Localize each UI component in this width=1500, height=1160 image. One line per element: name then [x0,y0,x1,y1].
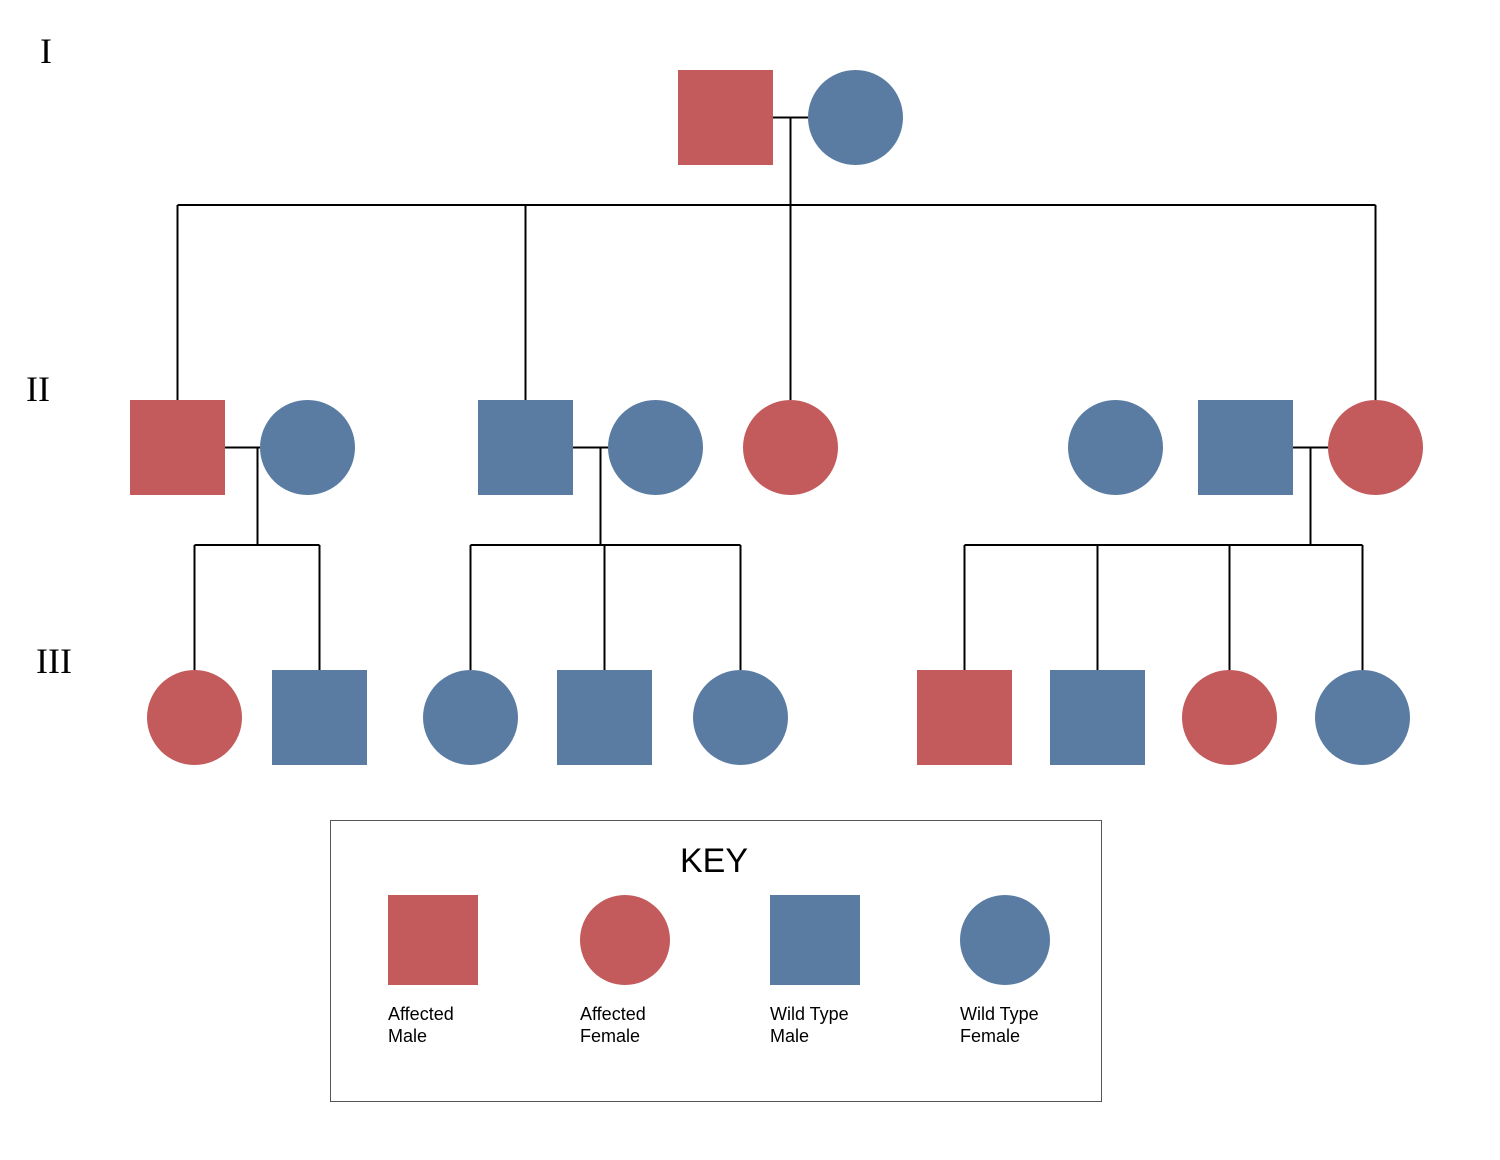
pedigree-node [608,400,703,495]
legend-label: Affected Male [388,1003,454,1047]
legend-label: Affected Female [580,1003,646,1047]
pedigree-node [1328,400,1423,495]
legend-swatch [580,895,670,985]
legend-swatch [388,895,478,985]
pedigree-node [693,670,788,765]
legend-swatch [960,895,1050,985]
pedigree-node [1198,400,1293,495]
pedigree-node [260,400,355,495]
pedigree-node [808,70,903,165]
pedigree-node [743,400,838,495]
pedigree-node [1315,670,1410,765]
pedigree-node [557,670,652,765]
generation-label: I [40,30,52,72]
pedigree-node [678,70,773,165]
pedigree-node [917,670,1012,765]
generation-label: III [36,640,72,682]
legend-title: KEY [680,842,748,881]
legend-label: Wild Type Male [770,1003,849,1047]
pedigree-node [1050,670,1145,765]
pedigree-node [130,400,225,495]
pedigree-node [1068,400,1163,495]
legend-swatch [770,895,860,985]
legend-label: Wild Type Female [960,1003,1039,1047]
generation-label: II [26,368,50,410]
pedigree-node [147,670,242,765]
pedigree-diagram: IIIIIIKEYAffected MaleAffected FemaleWil… [0,0,1500,1160]
pedigree-node [423,670,518,765]
pedigree-node [478,400,573,495]
pedigree-node [272,670,367,765]
pedigree-node [1182,670,1277,765]
